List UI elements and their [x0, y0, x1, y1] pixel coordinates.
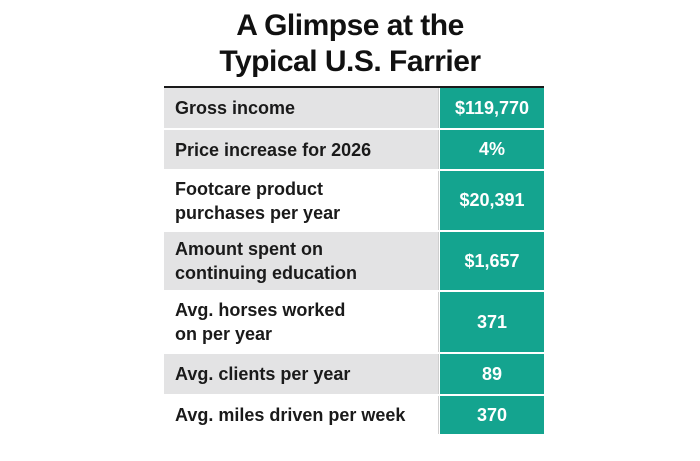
farrier-stats-table: Gross income $119,770 Price increase for… — [164, 86, 544, 434]
page-title: A Glimpse at the Typical U.S. Farrier — [0, 8, 700, 80]
row-label: Footcare product purchases per year — [164, 171, 439, 230]
table-row: Gross income $119,770 — [164, 88, 544, 130]
row-label-text: Avg. clients per year — [175, 364, 351, 384]
row-value: 370 — [439, 396, 544, 434]
row-label-line-2: purchases per year — [175, 202, 341, 223]
table-row: Footcare product purchases per year $20,… — [164, 171, 544, 232]
row-label-line-2: continuing education — [175, 263, 357, 283]
row-label-text: Gross income — [175, 98, 296, 118]
title-line-1: A Glimpse at the — [236, 9, 464, 42]
row-label: Amount spent on continuing education — [164, 232, 439, 290]
row-value: $20,391 — [439, 171, 544, 230]
row-label-line-1: Footcare product — [175, 178, 324, 199]
row-label-text: Avg. miles driven per week — [175, 405, 406, 425]
table-row: Avg. clients per year 89 — [164, 354, 544, 396]
row-label-line-1: Amount spent on — [175, 239, 323, 259]
row-value: $1,657 — [439, 232, 544, 290]
row-value: 371 — [439, 292, 544, 352]
row-label: Gross income — [164, 88, 439, 128]
row-label-text: Price increase for 2026 — [175, 139, 372, 160]
table-row: Avg. horses worked on per year 371 — [164, 292, 544, 354]
row-label-line-1: Avg. horses worked — [175, 300, 346, 320]
table-row: Price increase for 2026 4% — [164, 130, 544, 171]
row-label: Avg. miles driven per week — [164, 396, 439, 434]
row-label: Avg. horses worked on per year — [164, 292, 439, 352]
table-row: Amount spent on continuing education $1,… — [164, 232, 544, 292]
row-value: 89 — [439, 354, 544, 394]
table-row: Avg. miles driven per week 370 — [164, 396, 544, 434]
row-value: $119,770 — [439, 88, 544, 128]
title-line-2: Typical U.S. Farrier — [219, 45, 481, 78]
row-value: 4% — [439, 130, 544, 169]
row-label: Price increase for 2026 — [164, 130, 439, 169]
row-label-line-2: on per year — [175, 324, 273, 344]
row-label: Avg. clients per year — [164, 354, 439, 394]
